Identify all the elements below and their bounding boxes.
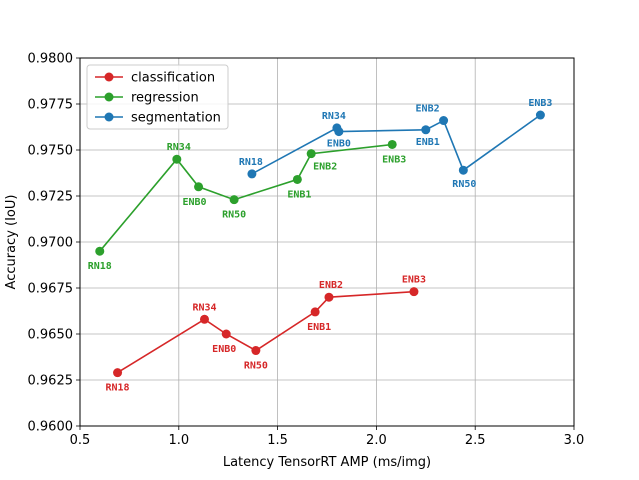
legend-marker-regression: [104, 92, 114, 102]
point-labels: RN18 RN34 ENB0 RN50 ENB1 ENB2 ENB3 RN18 RN34 ENB0…: [88, 98, 553, 394]
point-label: RN50: [244, 361, 268, 372]
point-label: RN18: [239, 157, 263, 168]
point-label: RN34: [322, 111, 346, 122]
point-label: ENB3: [382, 154, 406, 165]
x-tick-label: 1.0: [168, 433, 189, 448]
point-label: RN18: [105, 383, 129, 394]
point-label: ENB0: [212, 344, 236, 355]
data-point-segmentation-rn18: [247, 169, 257, 179]
y-tick-label: 0.9600: [28, 420, 74, 435]
data-point-segmentation-rn50: [458, 165, 468, 175]
legend-box: [86, 64, 229, 130]
point-label: ENB1: [287, 189, 311, 200]
data-point-regression-enb2: [306, 149, 316, 159]
data-point-classification-rn50: [251, 346, 261, 356]
series-points: [95, 110, 545, 378]
legend-marker-segmentation: [104, 112, 114, 122]
y-axis-ticks: 0.9600 0.9625 0.9650 0.9675 0.9700 0.9725 0.97…: [28, 52, 80, 435]
point-label: ENB1: [416, 137, 440, 148]
data-point-classification-enb0: [221, 329, 231, 339]
x-tick-label: 1.5: [267, 433, 288, 448]
y-tick-label: 0.9625: [28, 374, 74, 389]
point-label: ENB2: [313, 162, 337, 173]
legend-marker-classification: [104, 72, 114, 82]
y-tick-label: 0.9650: [28, 328, 74, 343]
point-label: ENB0: [183, 197, 207, 208]
y-tick-label: 0.9675: [28, 282, 74, 297]
x-tick-label: 2.0: [366, 433, 387, 448]
point-label: ENB3: [528, 98, 552, 109]
point-label: ENB2: [416, 104, 440, 115]
data-point-regression-enb0: [194, 182, 204, 192]
x-tick-label: 2.5: [465, 433, 486, 448]
data-point-segmentation-enb1: [421, 125, 431, 135]
data-point-regression-rn18: [95, 246, 105, 256]
legend-entry-classification: classification: [131, 71, 215, 86]
y-tick-label: 0.9775: [28, 98, 74, 113]
x-axis-label: Latency TensorRT AMP (ms/img): [223, 455, 431, 470]
point-label: ENB1: [307, 322, 331, 333]
x-tick-label: 0.5: [70, 433, 91, 448]
point-label: ENB0: [327, 139, 351, 150]
data-point-regression-enb1: [292, 174, 302, 184]
x-tick-label: 3.0: [564, 433, 585, 448]
data-point-segmentation-enb2: [439, 116, 449, 126]
y-tick-label: 0.9725: [28, 190, 74, 205]
point-label: ENB3: [402, 275, 426, 286]
x-axis-ticks: 0.5 1.0 1.5 2.0 2.5 3.0: [70, 426, 585, 448]
legend-entry-regression: regression: [131, 91, 199, 106]
data-point-classification-rn18: [113, 368, 123, 378]
legend: classification regression segmentation: [86, 64, 229, 130]
data-point-classification-enb2: [324, 292, 334, 302]
data-point-classification-rn34: [199, 314, 209, 324]
y-tick-label: 0.9800: [28, 52, 74, 67]
point-label: RN34: [192, 302, 216, 313]
point-label: ENB2: [319, 280, 343, 291]
data-point-regression-enb3: [387, 139, 397, 149]
legend-entry-segmentation: segmentation: [131, 111, 221, 126]
data-point-regression-rn34: [172, 154, 182, 164]
point-label: RN50: [222, 210, 246, 221]
data-point-segmentation-enb3: [535, 110, 545, 120]
data-point-segmentation-enb0: [334, 127, 344, 137]
y-tick-label: 0.9750: [28, 144, 74, 159]
data-point-classification-enb1: [310, 307, 320, 317]
point-label: RN50: [452, 179, 476, 190]
data-point-classification-enb3: [409, 287, 419, 297]
point-label: RN34: [167, 142, 191, 153]
point-label: RN18: [88, 261, 112, 272]
y-axis-label: Accuracy (IoU): [4, 195, 19, 290]
data-point-regression-rn50: [229, 195, 239, 205]
y-tick-label: 0.9700: [28, 236, 74, 251]
